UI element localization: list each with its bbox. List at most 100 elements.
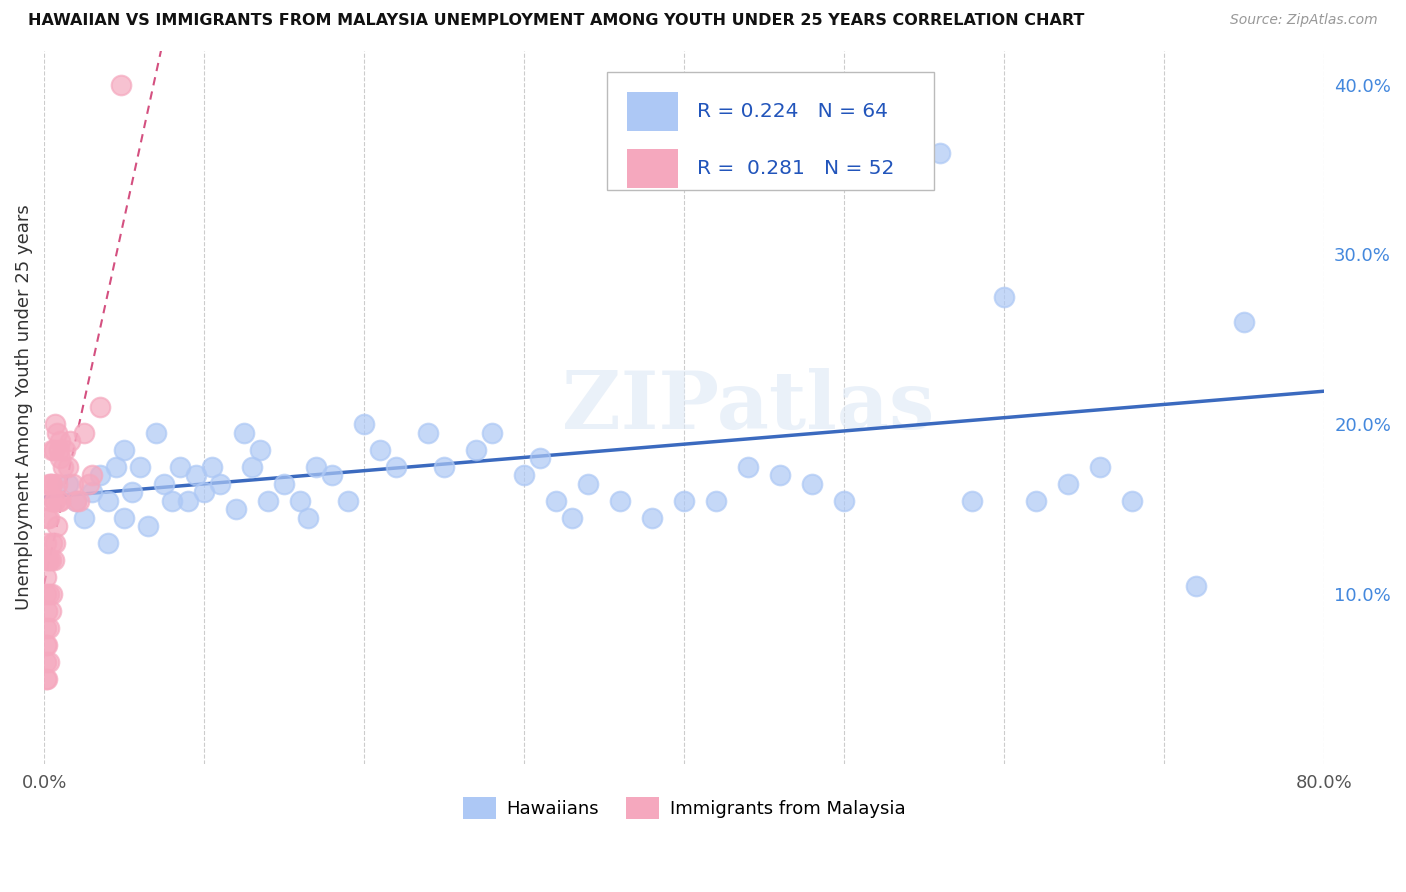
Point [38, 476, 60, 491]
Point [609, 493, 631, 508]
Point [305, 459, 328, 474]
FancyBboxPatch shape [627, 149, 678, 188]
Point [37, 510, 59, 524]
Point [37, 638, 59, 652]
Point [704, 493, 727, 508]
Point [35, 638, 58, 652]
Point [576, 476, 599, 491]
Point [39, 553, 62, 567]
Point [105, 459, 128, 474]
Point [897, 128, 920, 143]
Point [1185, 578, 1208, 592]
Point [225, 502, 247, 516]
Point [929, 145, 952, 160]
Point [186, 468, 208, 483]
Point [42, 442, 65, 457]
Point [129, 459, 152, 474]
Point [288, 493, 311, 508]
Point [38, 621, 60, 635]
Point [48, 493, 70, 508]
Point [993, 290, 1015, 304]
Point [44, 536, 66, 550]
Point [121, 485, 143, 500]
Point [41, 442, 63, 457]
Point [82, 468, 104, 483]
Point [45, 425, 67, 440]
Point [737, 459, 759, 474]
Point [39, 604, 62, 618]
Text: Source: ZipAtlas.com: Source: ZipAtlas.com [1230, 13, 1378, 28]
Point [546, 493, 568, 508]
Point [41, 587, 63, 601]
Point [240, 459, 263, 474]
Point [513, 468, 536, 483]
Point [44, 417, 66, 432]
Point [37, 604, 59, 618]
Point [89, 468, 111, 483]
Point [529, 451, 551, 466]
Point [97, 536, 120, 550]
Point [1057, 476, 1080, 491]
Point [39, 493, 62, 508]
Point [385, 459, 408, 474]
Point [110, 78, 132, 92]
Point [59, 434, 82, 449]
Point [769, 468, 792, 483]
Point [209, 476, 232, 491]
Point [44, 493, 66, 508]
Point [38, 655, 60, 669]
Point [65, 493, 87, 508]
Point [89, 401, 111, 415]
Point [160, 493, 183, 508]
Point [673, 493, 696, 508]
Point [67, 493, 90, 508]
Point [112, 442, 135, 457]
Point [42, 493, 65, 508]
Text: R =  0.281   N = 52: R = 0.281 N = 52 [697, 159, 894, 178]
Point [97, 493, 120, 508]
Point [37, 672, 59, 686]
Point [45, 519, 67, 533]
Point [297, 510, 319, 524]
Point [38, 553, 60, 567]
Point [45, 476, 67, 491]
Point [353, 417, 375, 432]
Point [35, 570, 58, 584]
Point [62, 476, 84, 491]
Point [433, 459, 456, 474]
Point [832, 493, 855, 508]
Point [35, 655, 58, 669]
Point [73, 425, 96, 440]
Legend: Hawaiians, Immigrants from Malaysia: Hawaiians, Immigrants from Malaysia [456, 789, 912, 826]
Point [77, 476, 100, 491]
Point [273, 476, 295, 491]
Point [465, 442, 488, 457]
Point [82, 485, 104, 500]
FancyBboxPatch shape [607, 72, 934, 190]
Point [42, 553, 65, 567]
Point [41, 476, 63, 491]
Point [153, 476, 176, 491]
Point [865, 128, 887, 143]
Point [112, 510, 135, 524]
Point [1090, 459, 1112, 474]
Text: ZIPatlas: ZIPatlas [562, 368, 935, 446]
Point [35, 621, 58, 635]
FancyBboxPatch shape [627, 92, 678, 131]
Point [249, 442, 271, 457]
Point [35, 587, 58, 601]
Point [49, 451, 72, 466]
Point [38, 510, 60, 524]
Point [41, 536, 63, 550]
Point [1025, 493, 1047, 508]
Point [48, 442, 70, 457]
Point [1121, 493, 1143, 508]
Text: R = 0.224   N = 64: R = 0.224 N = 64 [697, 102, 889, 120]
Point [53, 442, 76, 457]
Point [1233, 315, 1256, 329]
Point [641, 510, 664, 524]
Point [368, 442, 391, 457]
Point [39, 476, 62, 491]
Point [73, 510, 96, 524]
Point [52, 459, 75, 474]
